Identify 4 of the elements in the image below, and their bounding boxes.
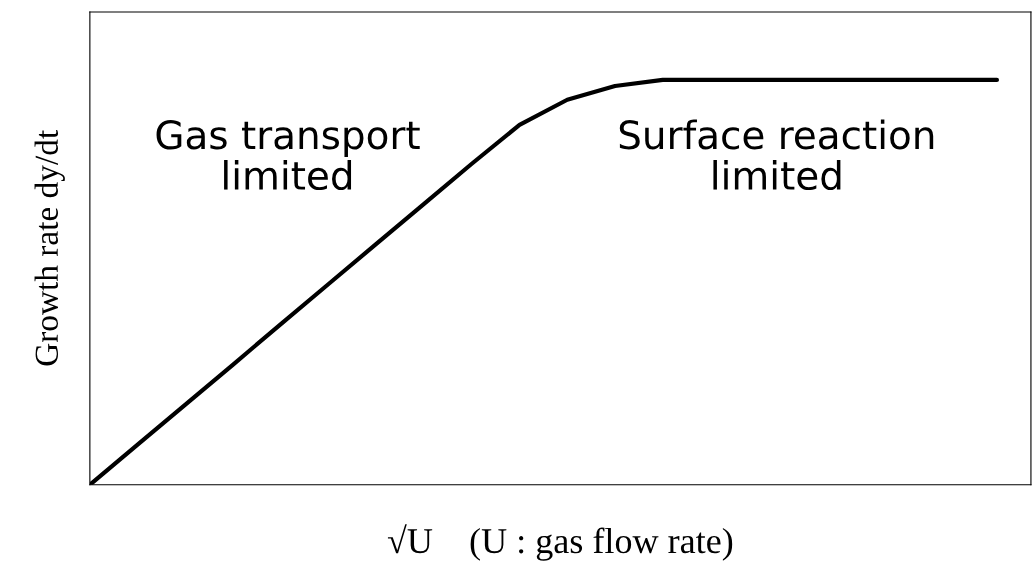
x-axis-title: √U (U : gas flow rate) <box>387 524 733 561</box>
annotation: Surface reaction limited <box>619 119 934 191</box>
y-axis-title: Growth rate dy/dt <box>34 130 65 366</box>
annotation: Gas transport limited <box>156 120 420 191</box>
